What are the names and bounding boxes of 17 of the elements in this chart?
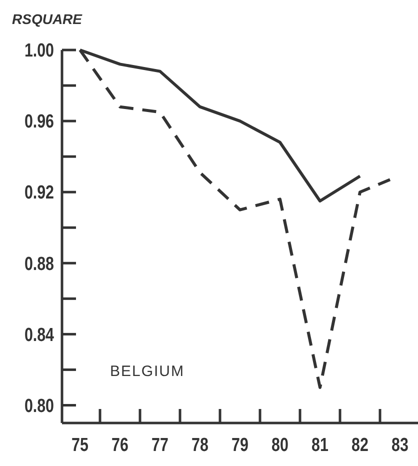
x-tick-label: 80	[272, 433, 288, 456]
y-tick-label: 0.88	[24, 252, 54, 274]
y-tick-label: 0.84	[24, 323, 54, 346]
y-tick-label: 0.92	[24, 181, 54, 204]
y-tick-label: 0.96	[24, 110, 54, 132]
x-tick-label: 82	[352, 433, 368, 456]
y-tick-label: 1.00	[24, 38, 54, 62]
y-axis-title: RSQUARE	[12, 11, 83, 27]
y-tick-label: 0.80	[24, 394, 54, 416]
annotation: BELGIUM	[110, 363, 185, 380]
x-tick-label: 83	[392, 433, 408, 456]
x-tick-label: 75	[72, 433, 89, 456]
x-tick-label: 77	[152, 433, 168, 456]
x-tick-label: 79	[232, 433, 248, 456]
x-tick-label: 81	[312, 433, 329, 456]
x-tick-label: 76	[112, 433, 128, 456]
x-tick-label: 78	[192, 433, 209, 456]
